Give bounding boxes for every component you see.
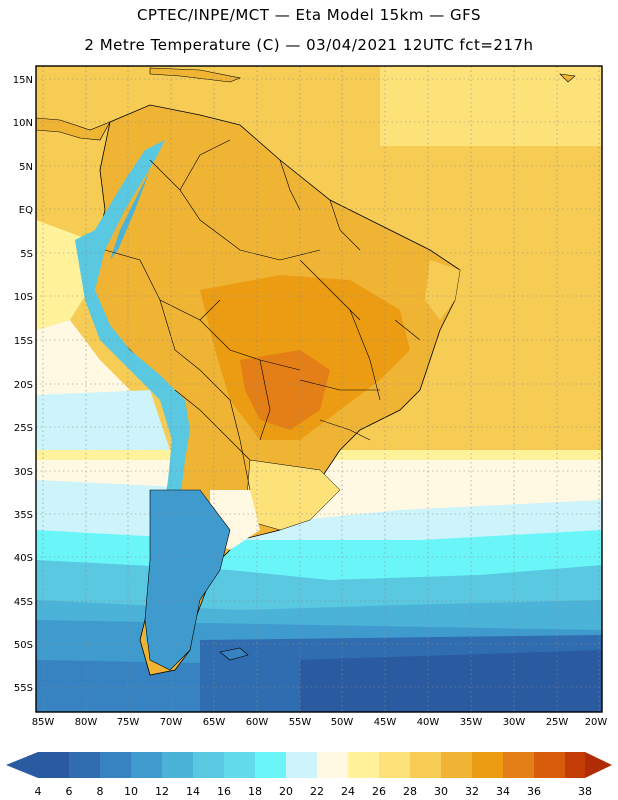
lon-label: 30W [503,717,526,725]
lon-label: 75W [117,717,140,725]
lat-label: 10S [14,292,33,303]
lat-label: 55S [14,683,33,694]
lat-label: 15S [14,336,33,347]
colorbar-bin [317,752,348,778]
map-field [36,66,602,712]
colorbar-tick-label: 34 [496,785,510,798]
colorbar-bin [224,752,255,778]
colorbar-tick-label: 24 [341,785,355,798]
colorbar-tick-label: 38 [578,785,592,798]
lat-label: 25S [14,423,33,434]
lon-label: 40W [417,717,440,725]
caribbean-islands [149,67,242,83]
colorbar-tick-labels: 4 6 8 10 12 14 16 18 20 22 24 26 28 30 3… [35,785,593,798]
lon-label: 55W [289,717,312,725]
falkland-islands [219,647,249,661]
colorbar-tick-label: 22 [310,785,324,798]
colorbar-bin [38,752,69,778]
country-borders [104,139,421,491]
lat-label: 30S [14,467,33,478]
lon-label: 20W [585,717,608,725]
colorbar-tick-label: 30 [434,785,448,798]
lon-label: 50W [331,717,354,725]
colorbar-low-arrow [6,752,38,778]
colorbar-tick-label: 28 [403,785,417,798]
lat-label: 50S [14,640,33,651]
lat-label: 40S [14,553,33,564]
colorbar-bin [193,752,224,778]
lon-label: 80W [75,717,98,725]
lon-label: 35W [460,717,483,725]
lat-label: 35S [14,510,33,521]
lon-label: 85W [32,717,55,725]
colorbar-bin [286,752,317,778]
colorbar-tick-label: 20 [279,785,293,798]
colorbar-tick-label: 26 [372,785,386,798]
chart-title-line-1: CPTEC/INPE/MCT — Eta Model 15km — GFS [136,6,482,24]
lat-label: 20S [14,380,33,391]
colorbar-bin [379,752,410,778]
colorbar-bin [255,752,286,778]
northeast-coast [425,260,460,320]
colorbar-tick-label: 18 [248,785,262,798]
lon-label: 45W [374,717,397,725]
temperature-map: 15N 10N 5N EQ 5S 10S 15S 20S 25S 30S 35S… [13,65,608,725]
colorbar-tick-label: 8 [97,785,104,798]
lon-label: 25W [546,717,569,725]
map-frame [35,65,603,713]
pacific-band-3 [36,390,170,460]
lat-label: 5S [20,249,33,260]
south-band-4 [300,650,602,712]
colorbar-tick-label: 32 [465,785,479,798]
colorbar-bin [534,752,565,778]
colorbar-high-arrow [585,752,612,778]
colorbar-bin [441,752,472,778]
colorbar-bin [162,752,193,778]
colorbar-bin [69,752,100,778]
colorbar-bin [100,752,131,778]
colorbar-bin [503,752,534,778]
lat-label: 10N [13,118,33,129]
colorbar-bin [472,752,503,778]
colorbar-tick-label: 36 [527,785,541,798]
lat-label: 5N [19,162,33,173]
lon-label: 65W [203,717,226,725]
chart-title-line-2: 2 Metre Temperature (C) — 03/04/2021 12U… [84,36,534,54]
andes-cold-strip [75,140,190,650]
colorbar-bin [131,752,162,778]
lat-label: 15N [13,75,33,86]
color-legend: 4 6 8 10 12 14 16 18 20 22 24 26 28 30 3… [6,752,612,798]
colorbar-bin [410,752,441,778]
colorbar-bin [565,752,585,778]
colorbar-tick-label: 6 [66,785,73,798]
lat-label: 45S [14,597,33,608]
andes-north-core [110,170,150,260]
patagonia [144,489,231,671]
colorbar-bin [348,752,379,778]
colorbar-bins [38,752,585,778]
central-america [36,117,111,141]
longitude-axis: 85W 80W 75W 70W 65W 60W 55W 50W 45W 40W … [32,717,608,725]
colorbar-tick-label: 10 [124,785,138,798]
colorbar-tick-label: 14 [186,785,200,798]
colorbar-tick-label: 16 [217,785,231,798]
colorbar-tick-label: 4 [35,785,42,798]
colorbar-tick-label: 12 [155,785,169,798]
latitude-axis: 15N 10N 5N EQ 5S 10S 15S 20S 25S 30S 35S… [13,75,33,694]
lon-label: 70W [160,717,183,725]
lon-label: 60W [246,717,269,725]
interior-hottest-area [240,350,330,430]
lat-label: EQ [19,205,33,216]
